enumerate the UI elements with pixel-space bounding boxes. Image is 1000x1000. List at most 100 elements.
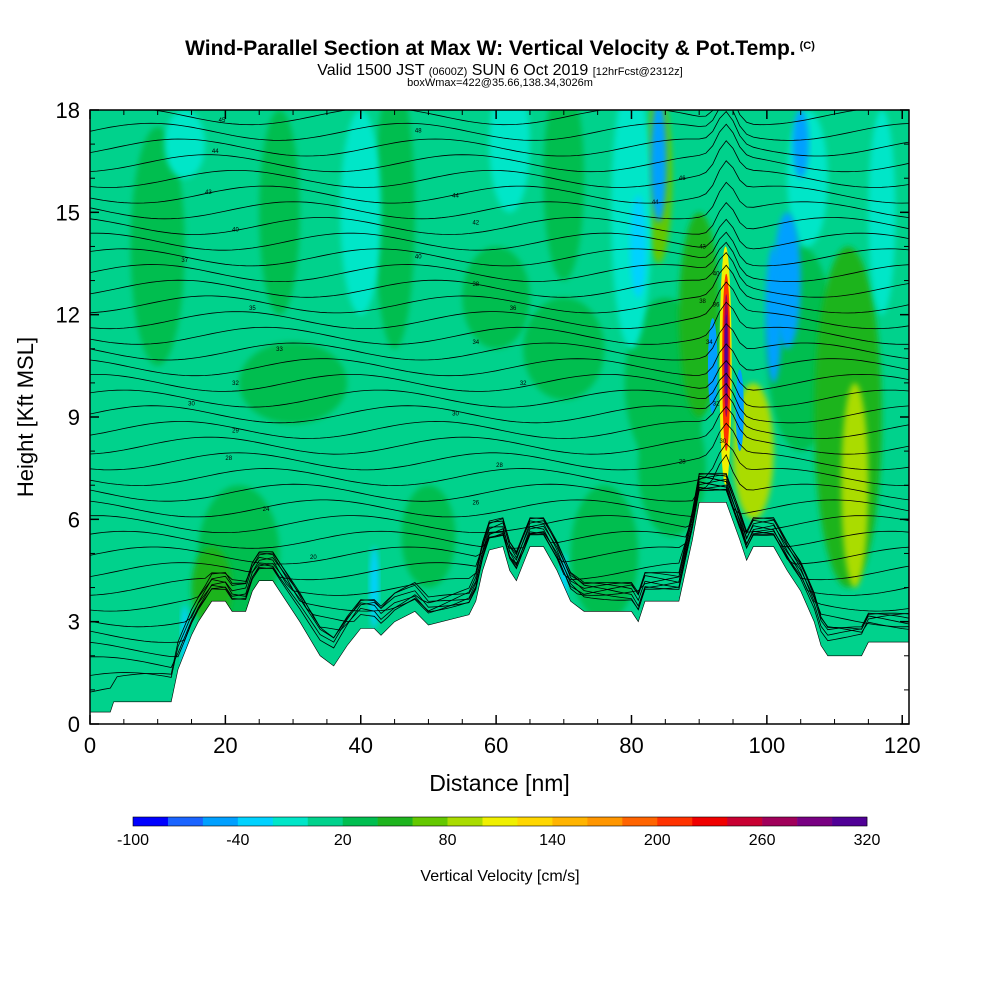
- theta-contour-label: 40: [415, 255, 422, 261]
- theta-contour-label: 26: [472, 500, 479, 506]
- theta-contour-label: 42: [472, 221, 479, 227]
- field-cell: [164, 110, 206, 179]
- field-cell: [841, 382, 869, 588]
- field-cell: [792, 110, 809, 179]
- field-cell: [630, 195, 647, 298]
- y-tick-label: 12: [56, 303, 80, 328]
- colorbar-swatch: [133, 817, 169, 826]
- theta-contour-line: [90, 405, 909, 455]
- theta-contour-label: 44: [652, 200, 659, 206]
- valid-forecast: [12hrFcst@2312z]: [592, 66, 683, 78]
- theta-contour-line: [90, 110, 861, 126]
- valid-date: SUN 6 Oct 2019: [471, 62, 589, 79]
- theta-contour-label: 43: [699, 244, 706, 250]
- colorbar-swatch: [202, 817, 239, 826]
- theta-contour-label: 32: [520, 381, 527, 387]
- colorbar-swatch: [552, 817, 588, 826]
- field-cell: [238, 341, 348, 424]
- theta-contour-label: 46: [679, 176, 686, 182]
- colorbar-swatch: [622, 817, 658, 826]
- theta-contour-line: [90, 281, 909, 330]
- terrain-mask: [89, 502, 910, 725]
- theta-contour-line: [90, 78, 909, 109]
- y-tick-label: 6: [68, 507, 80, 532]
- theta-contour-line: [90, 241, 909, 283]
- theta-contour-label: 48: [415, 128, 422, 134]
- x-tick-label: 100: [749, 733, 786, 758]
- colorbar-tick-label: 320: [854, 832, 881, 849]
- colorbar-swatch: [482, 817, 518, 826]
- colorbar-swatch: [412, 817, 448, 826]
- colorbar-label: Vertical Velocity [cm/s]: [420, 868, 579, 885]
- theta-contour-label: 32: [232, 381, 239, 387]
- field-cell: [489, 110, 530, 213]
- potential-temperature-contours: [90, 78, 909, 693]
- theta-contour-line: [90, 251, 909, 298]
- theta-contour-line: [90, 323, 909, 361]
- theta-contour-label: 30: [452, 412, 459, 418]
- contour-labels: 45 44 43 40 37 35 33 32 30 29 28 24 20 48 44 42 40 38 36 34…: [181, 118, 726, 561]
- theta-contour-label: 33: [276, 347, 283, 353]
- theta-contour-line: [90, 264, 909, 314]
- theta-contour-line: [90, 472, 909, 581]
- theta-contour-label: 40: [713, 272, 720, 278]
- field-cell: [868, 110, 896, 315]
- field-cell: [374, 110, 415, 349]
- theta-contour-line: [90, 231, 909, 267]
- theta-contour-label: 34: [472, 340, 479, 346]
- theta-contour-line: [90, 140, 909, 188]
- colorbar-swatch: [167, 817, 204, 826]
- theta-contour-label: 44: [212, 149, 219, 155]
- y-tick-label: 18: [56, 98, 80, 123]
- y-tick-label: 3: [68, 610, 80, 635]
- field-cell: [340, 110, 382, 315]
- valid-prefix: Valid 1500 JST: [317, 62, 425, 79]
- theta-contour-line: [90, 301, 909, 345]
- theta-contour-line: [90, 110, 909, 157]
- theta-contour-label: 20: [310, 555, 317, 561]
- theta-contour-line: [90, 475, 909, 565]
- field-cell: [462, 246, 530, 349]
- y-tick-label: 0: [68, 712, 80, 737]
- x-tick-label: 60: [484, 733, 508, 758]
- field-cell: [130, 127, 185, 366]
- theta-contour-label: 30: [720, 439, 727, 445]
- copyright-mark: (C): [799, 40, 815, 52]
- theta-contour-label: 37: [181, 258, 188, 264]
- colorbar: -100 -40 20 80 140 200 260 320 Vertical Velocity…: [117, 816, 881, 885]
- colorbar-tick-label: 80: [439, 832, 457, 849]
- colorbar-tick-label: 140: [539, 832, 566, 849]
- theta-contour-label: 32: [713, 401, 720, 407]
- colorbar-swatch: [727, 817, 763, 826]
- x-tick-label: 0: [84, 733, 96, 758]
- theta-contour-line: [90, 488, 909, 518]
- field-cell: [638, 399, 706, 537]
- theta-contour-line: [90, 218, 909, 251]
- y-tick-label: 9: [68, 405, 80, 430]
- colorbar-tick-label: -100: [117, 832, 149, 849]
- colorbar-swatch: [447, 817, 483, 826]
- x-axis-label: Distance [nm]: [429, 770, 570, 796]
- theta-contour-line: [90, 486, 909, 533]
- theta-contour-line: [90, 442, 909, 487]
- updraft-core-cell: [735, 369, 744, 452]
- field-cell: [259, 110, 300, 315]
- theta-contour-line: [90, 478, 909, 628]
- theta-contour-label: 29: [232, 429, 239, 435]
- theta-contour-line: [90, 123, 909, 173]
- theta-contour-label: 45: [219, 118, 226, 124]
- terrain: [89, 502, 910, 725]
- theta-contour-line: [90, 181, 909, 220]
- x-tick-label: 120: [884, 733, 921, 758]
- y-tick-label: 15: [56, 200, 80, 225]
- theta-contour-line: [90, 481, 909, 549]
- theta-contour-line: [90, 110, 909, 141]
- x-tick-label: 80: [619, 733, 643, 758]
- field-cell: [765, 246, 782, 383]
- theta-contour-line: [90, 201, 909, 235]
- colorbar-swatch: [692, 817, 728, 826]
- theta-contour-label: 36: [510, 306, 517, 312]
- field-cell: [543, 110, 585, 281]
